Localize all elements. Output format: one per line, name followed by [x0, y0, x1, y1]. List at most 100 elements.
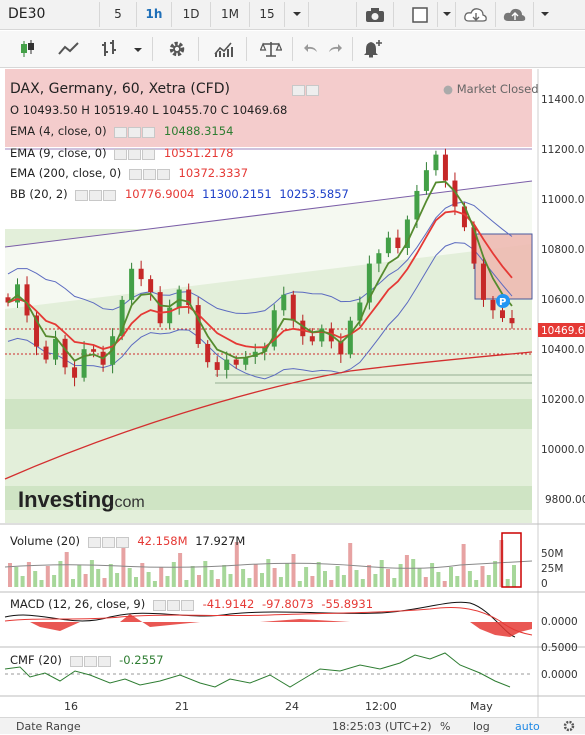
macd-legend[interactable]: MACD (12, 26, close, 9) -41.9142 -97.807…: [10, 597, 373, 612]
indicator-legend-ema200[interactable]: EMA (200, close, 0) 10372.3337: [10, 166, 248, 181]
visibility-mini-icon[interactable]: [114, 148, 128, 160]
volume-bar: [505, 579, 510, 587]
volume-bar: [467, 571, 472, 587]
settings-mini-icon[interactable]: [292, 84, 305, 96]
undo-button[interactable]: [298, 35, 324, 63]
volume-bars: [8, 540, 516, 587]
interval-1h-button[interactable]: 1h: [137, 2, 172, 27]
candle-body: [490, 299, 496, 311]
candle-body: [414, 190, 420, 220]
cloud-dropdown[interactable]: [534, 2, 556, 27]
visibility-mini-icon[interactable]: [87, 536, 101, 548]
settings-mini-icon[interactable]: [128, 148, 142, 160]
settings-mini-icon[interactable]: [83, 655, 97, 667]
visibility-mini-icon[interactable]: [75, 189, 89, 201]
settings-mini-icon[interactable]: [101, 536, 115, 548]
close-mini-icon[interactable]: [115, 536, 129, 548]
chart-type-dropdown[interactable]: [128, 35, 148, 63]
snapshot-button[interactable]: [356, 2, 394, 27]
line-style-button[interactable]: [52, 35, 86, 63]
candle-body: [91, 349, 97, 352]
status-dot-icon: ●: [443, 82, 454, 96]
cmf-legend[interactable]: CMF (20) -0.2557: [10, 653, 164, 668]
macd-signal-line: [4, 607, 533, 636]
square-icon: [411, 7, 428, 23]
candle-body: [195, 305, 201, 344]
auto-toggle[interactable]: auto: [515, 720, 540, 733]
visibility-mini-icon[interactable]: [69, 655, 83, 667]
candle-body: [176, 289, 182, 308]
percent-toggle[interactable]: %: [440, 720, 451, 733]
visibility-mini-icon[interactable]: [128, 168, 142, 180]
cloud-save-button[interactable]: [496, 2, 534, 27]
cloud-upload-icon: [503, 8, 525, 21]
candle-body: [15, 284, 21, 303]
settings-mini-icon[interactable]: [142, 168, 156, 180]
time-axis[interactable]: 16 21 24 12:00 May: [64, 700, 493, 713]
interval-1d-button[interactable]: 1D: [172, 2, 211, 27]
close-mini-icon[interactable]: [180, 599, 194, 611]
chart-style-dropdown[interactable]: [438, 2, 456, 27]
interval-dropdown-button[interactable]: [285, 2, 309, 27]
gear-icon: [563, 720, 575, 732]
log-toggle[interactable]: log: [473, 720, 490, 733]
volume-bar: [190, 566, 195, 587]
ema200-line: [4, 351, 533, 480]
volume-legend[interactable]: Volume (20) 42.158M 17.927M: [10, 534, 245, 549]
interval-5-button[interactable]: 5: [100, 2, 137, 27]
scales-icon: [259, 42, 283, 57]
volume-bar: [247, 578, 252, 587]
indicator-legend-ema4[interactable]: EMA (4, close, 0) 10488.3154: [10, 124, 233, 139]
interval-15-button[interactable]: 15: [250, 2, 285, 27]
indicator-legend-bb[interactable]: BB (20, 2) 10776.9004 11300.2151 10253.5…: [10, 187, 349, 202]
visibility-mini-icon[interactable]: [152, 599, 166, 611]
alert-button[interactable]: [356, 35, 390, 63]
price-chart[interactable]: P 11400.00 11200.00 11000.00 10800.00 10…: [0, 69, 585, 717]
indicators-button[interactable]: [208, 35, 242, 63]
volume-bar: [134, 577, 138, 587]
close-mini-icon[interactable]: [97, 655, 111, 667]
symbol-input[interactable]: DE30: [0, 2, 100, 27]
title-settings-icons[interactable]: [288, 82, 320, 97]
volume-bar: [304, 567, 309, 587]
visibility-mini-icon[interactable]: [114, 126, 128, 138]
indicator-value: 10776.9004: [124, 187, 195, 201]
indicator-legend-ema9[interactable]: EMA (9, close, 0) 10551.2178: [10, 146, 233, 161]
macd-value: -97.8073: [261, 597, 314, 611]
settings-button[interactable]: [160, 35, 194, 63]
candle-body: [243, 356, 249, 365]
settings-mini-icon[interactable]: [128, 126, 142, 138]
close-mini-icon[interactable]: [142, 126, 156, 138]
settings-mini-icon[interactable]: [166, 599, 180, 611]
volume-bar: [71, 579, 75, 587]
price-tick: 11000.00: [541, 194, 585, 206]
close-mini-icon[interactable]: [103, 189, 117, 201]
price-tick: 10200.00: [541, 394, 585, 406]
date-range-button[interactable]: Date Range: [16, 720, 81, 733]
settings-button-bottom[interactable]: [563, 720, 575, 735]
volume-bar: [20, 576, 25, 587]
candle-body: [72, 367, 78, 378]
redo-button[interactable]: [322, 35, 348, 63]
current-price-tag: [538, 323, 585, 337]
compare-button[interactable]: [254, 35, 288, 63]
volume-bar: [417, 568, 422, 587]
toolbar-divider: [246, 37, 247, 61]
interval-1m-button[interactable]: 1M: [211, 2, 250, 27]
bars-style-button[interactable]: [92, 35, 126, 63]
price-axis[interactable]: [538, 69, 585, 717]
chart-style-button[interactable]: [402, 2, 438, 27]
close-mini-icon[interactable]: [306, 84, 319, 96]
position-marker-icon[interactable]: [496, 294, 510, 308]
cmf-label: CMF (20): [10, 653, 62, 667]
settings-mini-icon[interactable]: [89, 189, 103, 201]
candles-style-button[interactable]: [10, 35, 44, 63]
resistance-zone-band: [5, 69, 532, 147]
volume-bar: [178, 553, 183, 587]
close-mini-icon[interactable]: [156, 168, 170, 180]
caret-down-icon: [442, 12, 451, 16]
cloud-load-button[interactable]: [456, 2, 496, 27]
indicator-value: 11300.2151: [202, 187, 272, 201]
close-mini-icon[interactable]: [142, 148, 156, 160]
volume-bar: [486, 575, 491, 587]
